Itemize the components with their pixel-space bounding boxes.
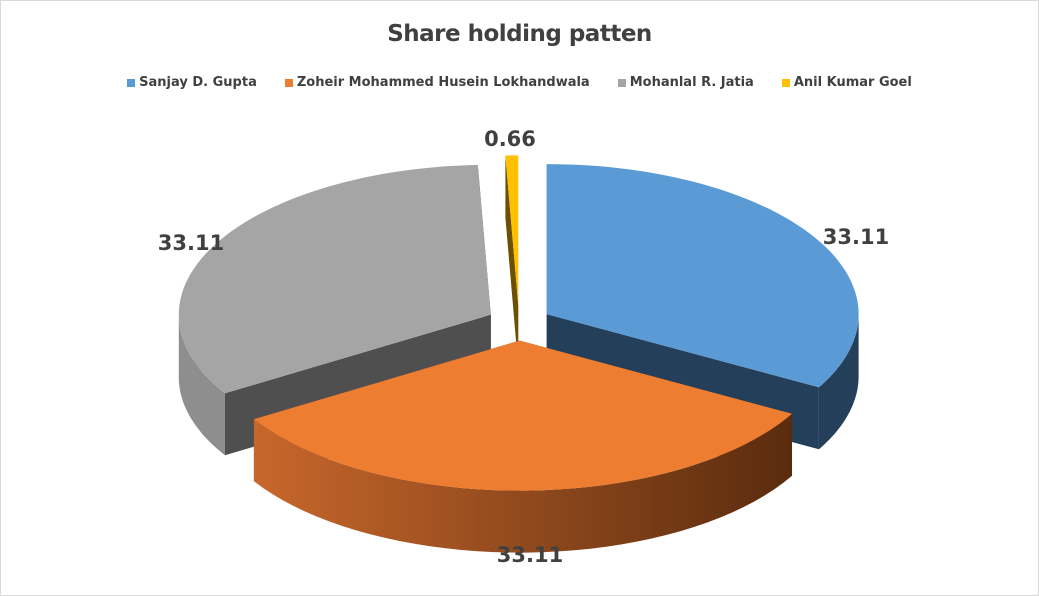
slice-2-top [178, 164, 491, 394]
legend-item-0: Sanjay D. Gupta [127, 75, 257, 90]
legend: Sanjay D. Gupta Zoheir Mohammed Husein L… [1, 75, 1038, 90]
legend-label: Sanjay D. Gupta [139, 75, 257, 90]
legend-label: Mohanlal R. Jatia [629, 75, 754, 90]
slice-3-wall-0 [505, 155, 519, 368]
legend-swatch [284, 78, 293, 87]
legend-item-2: Mohanlal R. Jatia [617, 75, 754, 90]
legend-swatch [781, 78, 790, 87]
data-label-0: 33.11 [822, 225, 890, 249]
slice-0-top [546, 164, 859, 388]
legend-label: Zoheir Mohammed Husein Lokhandwala [296, 75, 590, 90]
legend-item-3: Anil Kumar Goel [781, 75, 912, 90]
legend-swatch [127, 78, 136, 87]
legend-label: Anil Kumar Goel [793, 75, 912, 90]
slice-2-outer-wall [178, 314, 225, 456]
slice-3-top [505, 155, 519, 306]
data-label-2: 33.11 [157, 231, 225, 255]
slice-1-top [253, 340, 792, 491]
data-label-3: 0.66 [484, 127, 536, 151]
legend-item-1: Zoheir Mohammed Husein Lokhandwala [284, 75, 590, 90]
slice-1-outer-wall [253, 413, 792, 553]
legend-swatch [617, 78, 626, 87]
data-label-1: 33.11 [496, 543, 564, 567]
slice-0-outer-wall [818, 314, 859, 450]
chart-title: Share holding patten [387, 21, 652, 47]
